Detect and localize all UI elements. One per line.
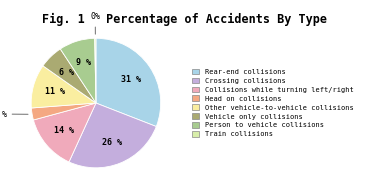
Text: 9 %: 9 % <box>76 58 91 67</box>
Text: 6 %: 6 % <box>59 68 74 77</box>
Text: 11 %: 11 % <box>45 87 65 96</box>
Wedge shape <box>34 103 96 162</box>
Wedge shape <box>95 38 96 103</box>
Wedge shape <box>60 38 96 103</box>
Text: 31 %: 31 % <box>121 75 141 84</box>
Wedge shape <box>31 66 96 108</box>
Text: Fig. 1   Percentage of Accidents By Type: Fig. 1 Percentage of Accidents By Type <box>42 13 327 26</box>
Wedge shape <box>96 38 161 127</box>
Text: 26 %: 26 % <box>102 138 122 146</box>
Wedge shape <box>69 103 156 168</box>
Text: 0%: 0% <box>90 13 100 34</box>
Text: 3 %: 3 % <box>0 109 28 118</box>
Wedge shape <box>43 49 96 103</box>
Wedge shape <box>31 103 96 120</box>
Legend: Rear-end collisions, Crossing collisions, Collisions while turning left/right, H: Rear-end collisions, Crossing collisions… <box>190 67 356 139</box>
Text: 14 %: 14 % <box>54 126 74 135</box>
